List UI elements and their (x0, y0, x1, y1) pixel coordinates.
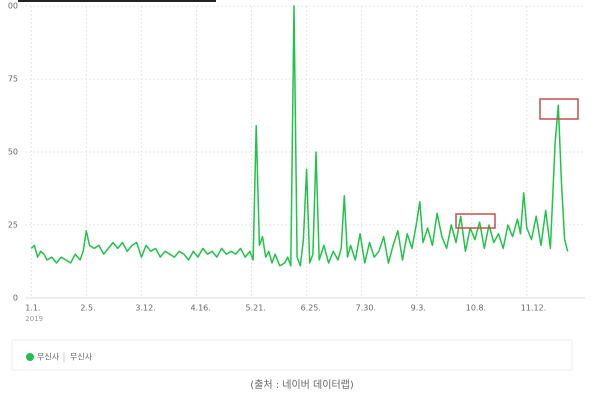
y-tick-label: 00 (8, 2, 18, 11)
highlight-box (539, 98, 579, 120)
x-tick-label: 10.8. (466, 304, 486, 313)
legend-label: 무신사 (37, 353, 60, 362)
y-tick-label: 50 (8, 148, 18, 157)
x-tick-label: 6.25. (301, 304, 321, 313)
x-tick-label: 1.1. (25, 304, 40, 313)
x-tick-label: 9.3. (411, 304, 426, 313)
source-caption: (출처 : 네이버 데이터랩) (250, 379, 354, 391)
y-tick-label: 75 (8, 75, 18, 84)
plot: 0 25 50 75 00 1.1. 2.5. 3.12. 4.16. 5.21. 6.25. 7.3… (8, 2, 585, 323)
legend-box (11, 339, 573, 371)
series-line (30, 5, 569, 267)
legend-sublabel: 무신사 (70, 353, 93, 362)
x-tick-label: 3.12. (135, 304, 155, 313)
y-tick-label: 25 (8, 221, 18, 230)
highlight-box (455, 213, 496, 229)
x-sublabel: 2019 (25, 315, 43, 323)
y-tick-label: 0 (13, 294, 18, 303)
x-tick-label: 2.5. (80, 304, 95, 313)
x-tick-label: 7.30. (356, 304, 376, 313)
top-bar (18, 0, 216, 2)
x-tick-label: 4.16. (190, 304, 210, 313)
legend-marker (26, 353, 34, 361)
x-tick-label: 11.12. (521, 304, 546, 313)
x-tick-label: 5.21. (246, 304, 266, 313)
